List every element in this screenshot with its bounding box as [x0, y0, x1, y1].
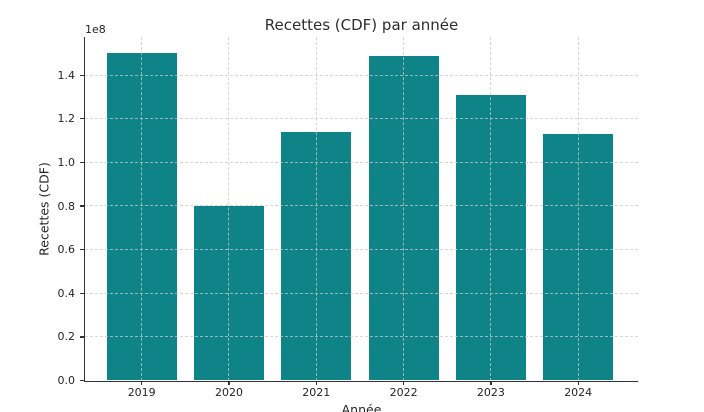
- y-tick-mark: [79, 74, 84, 76]
- x-tick-mark: [402, 380, 405, 385]
- y-gridline: [85, 118, 638, 120]
- x-tick-mark: [315, 380, 317, 385]
- y-tick-label: 0.2: [57, 330, 76, 344]
- plot-area: [83, 37, 638, 382]
- y-tick-mark: [79, 161, 84, 164]
- y-tick-label: 1.4: [57, 68, 76, 82]
- x-tick-label: 2020: [215, 386, 243, 399]
- y-tick-label: 0.0: [57, 374, 76, 387]
- y-tick-mark: [79, 292, 84, 294]
- x-tick-mark: [490, 380, 492, 385]
- x-gridline: [228, 37, 230, 381]
- y-gridline: [85, 249, 638, 251]
- x-axis-spine: [83, 380, 638, 382]
- x-gridline: [403, 37, 404, 381]
- y-tick-label: 1.0: [57, 155, 76, 169]
- y-gridline: [85, 205, 638, 207]
- y-tick-label: 0.8: [57, 199, 76, 213]
- x-tick-mark: [577, 380, 579, 385]
- y-tick-label: 1.2: [57, 112, 76, 126]
- y-tick-mark: [79, 118, 84, 120]
- x-gridline: [315, 37, 317, 381]
- x-tick-label: 2022: [389, 386, 418, 399]
- y-gridline: [85, 292, 638, 294]
- y-tick-mark: [79, 205, 84, 207]
- y-axis-spine: [83, 37, 85, 381]
- y-gridline: [85, 336, 638, 338]
- x-gridline: [490, 37, 492, 381]
- x-tick-mark: [141, 380, 143, 385]
- x-tick-mark: [228, 380, 230, 385]
- chart-title: Recettes (CDF) par année: [264, 16, 459, 34]
- y-gridline: [85, 161, 638, 163]
- x-tick-label: 2024: [564, 386, 593, 399]
- x-tick-label: 2019: [127, 386, 156, 399]
- x-gridline: [141, 37, 143, 381]
- x-tick-label: 2023: [476, 386, 505, 399]
- x-tick-label: 2021: [302, 386, 331, 399]
- y-tick-mark: [79, 379, 84, 382]
- x-axis-label: Année: [341, 402, 382, 412]
- y-tick-label: 0.4: [57, 286, 76, 300]
- y-tick-mark: [79, 336, 84, 338]
- y-tick-mark: [79, 248, 84, 251]
- y-axis-offset-label: 1e8: [85, 23, 106, 36]
- x-gridline: [577, 37, 579, 381]
- y-tick-label: 0.6: [57, 243, 76, 257]
- grid-layer: [85, 37, 638, 381]
- y-gridline: [85, 74, 638, 76]
